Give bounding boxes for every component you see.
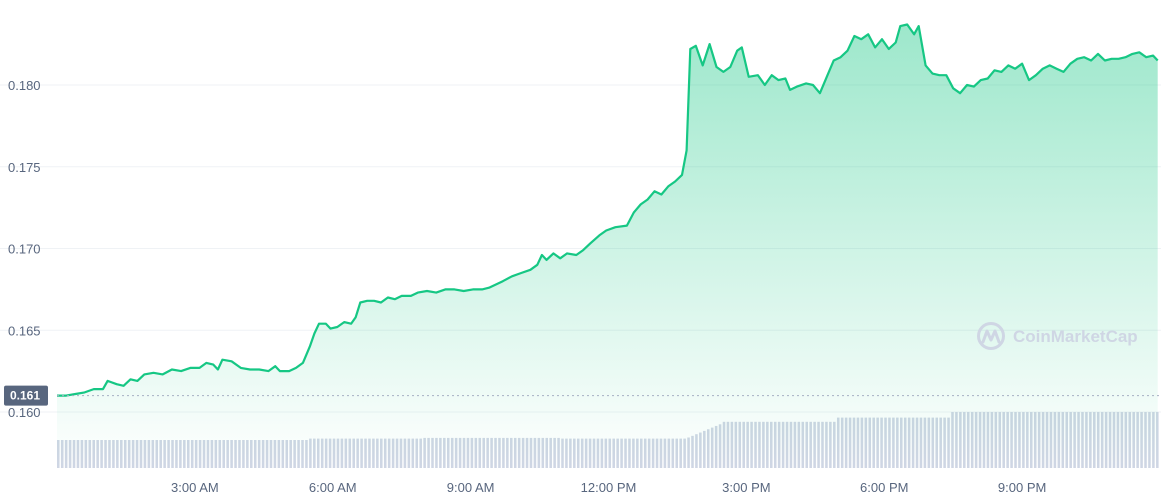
y-axis: 0.160 0.165 0.170 0.175 0.180 [8, 78, 41, 420]
current-price-badge: 0.161 [4, 385, 48, 406]
y-tick-label: 0.170 [8, 242, 41, 257]
coinmarketcap-logo-icon [977, 322, 1005, 350]
y-tick-label: 0.165 [8, 323, 41, 338]
coinmarketcap-watermark: CoinMarketCap [977, 322, 1138, 350]
y-tick-label: 0.175 [8, 160, 41, 175]
current-price-label: 0.161 [10, 389, 40, 403]
x-tick-label: 9:00 AM [447, 480, 495, 495]
price-line [57, 23, 1159, 397]
x-tick-label: 3:00 PM [722, 480, 770, 495]
x-tick-label: 6:00 PM [860, 480, 908, 495]
x-tick-label: 12:00 PM [581, 480, 637, 495]
current-price-badge-bg [4, 385, 48, 406]
x-axis: 3:00 AM 6:00 AM 9:00 AM 12:00 PM 3:00 PM 6:00… [171, 480, 1046, 495]
y-tick-label: 0.180 [8, 78, 41, 93]
y-tick-label: 0.160 [8, 405, 41, 420]
x-tick-label: 3:00 AM [171, 480, 219, 495]
x-tick-label: 9:00 PM [998, 480, 1046, 495]
watermark-text: CoinMarketCap [1013, 327, 1138, 346]
x-tick-label: 6:00 AM [309, 480, 357, 495]
price-area-fill [57, 24, 1158, 468]
